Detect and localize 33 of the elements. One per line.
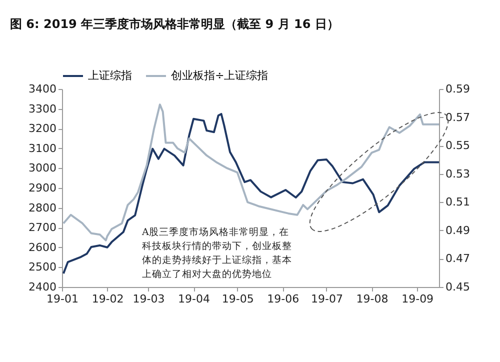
y-tick-label: 2400 — [28, 280, 56, 294]
y2-tick-label: 0.55 — [446, 139, 470, 152]
y2-tick-label: 0.47 — [446, 252, 470, 266]
x-tick-label: 19-08 — [356, 292, 388, 306]
x-tick-label: 19-04 — [178, 292, 210, 306]
y2-tick-label: 0.57 — [446, 110, 470, 124]
x-tick-label: 19-06 — [267, 292, 300, 306]
y2-tick-label: 0.45 — [446, 280, 470, 294]
legend-label: 创业板指÷上证综指 — [171, 69, 268, 82]
x-tick-label: 19-03 — [132, 292, 165, 306]
x-tick-label: 19-09 — [402, 292, 434, 306]
y2-tick-label: 0.49 — [446, 224, 470, 237]
annotation: A股三季度市场风格非常明显，在科技板块行情的带动下，创业板整体的走势持续好于上证综指，基本上确立了相对大盘的优势地位 — [141, 226, 292, 280]
y-tick-label: 2900 — [28, 182, 56, 194]
line-series — [62, 104, 440, 242]
y2-tick-label: 0.59 — [446, 82, 470, 96]
x-tick-label: 19-05 — [222, 292, 254, 306]
y-tick-label: 2500 — [28, 260, 56, 274]
x-tick-label: 19-02 — [92, 292, 124, 306]
y-tick-label: 3400 — [28, 82, 56, 96]
y-tick-label: 2800 — [28, 201, 56, 214]
y-tick-label: 2600 — [28, 240, 56, 254]
legend-label: 上证综指 — [88, 69, 132, 82]
y-tick-label: 3000 — [28, 162, 56, 175]
y-tick-label: 3300 — [28, 102, 56, 116]
y-tick-label: 2700 — [28, 221, 56, 234]
y-tick-label: 3200 — [28, 122, 56, 136]
chart-title: 图 6: 2019 年三季度市场风格非常明显（截至 9 月 16 日） — [10, 17, 339, 31]
y-tick-label: 3100 — [28, 142, 56, 155]
y2-tick-label: 0.53 — [446, 167, 470, 180]
x-tick-label: 19-01 — [46, 292, 78, 306]
x-tick-label: 19-07 — [311, 292, 343, 306]
y2-tick-label: 0.51 — [446, 196, 470, 209]
